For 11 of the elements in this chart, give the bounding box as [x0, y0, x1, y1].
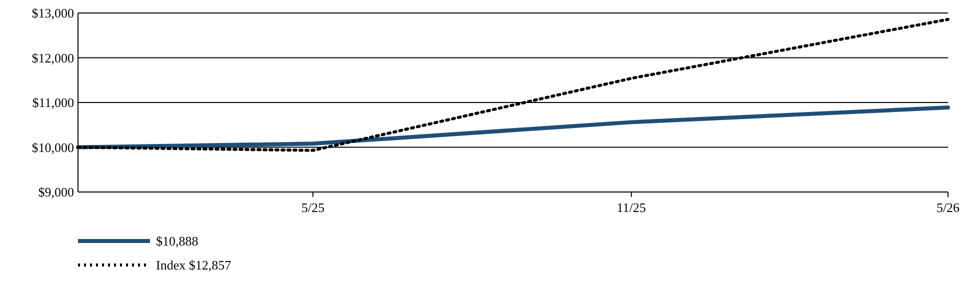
text: $10,888	[156, 234, 198, 249]
x-tick-label: 11/25	[616, 200, 646, 215]
y-tick-label: $11,000	[32, 95, 74, 110]
line-series	[76, 106, 950, 150]
x-tick-label: 5/26	[936, 200, 960, 215]
y-tick-label: $9,000	[38, 184, 74, 200]
y-tick-label: $10,000	[32, 140, 74, 155]
y-tick-label: $13,000	[32, 6, 74, 21]
y-tick-label: $12,000	[32, 50, 74, 66]
x-tick-label: 5/25	[301, 200, 324, 215]
text: Index $12,857	[156, 258, 232, 273]
